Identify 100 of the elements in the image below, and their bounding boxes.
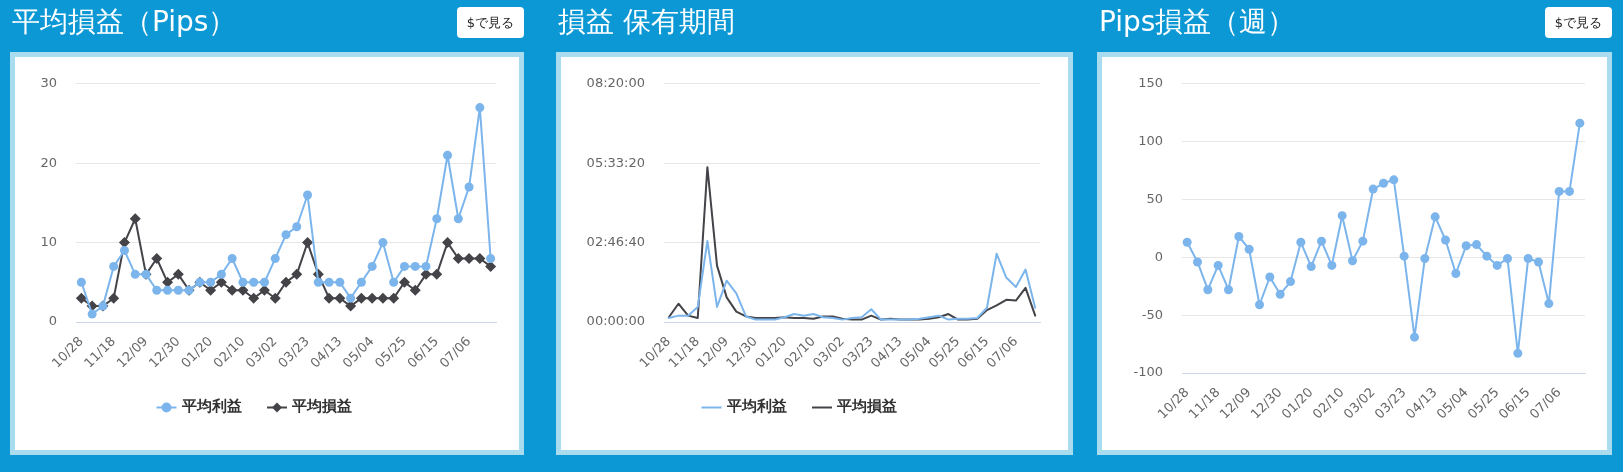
point <box>1461 241 1471 251</box>
point <box>1523 253 1533 263</box>
point <box>313 277 323 287</box>
point <box>1275 289 1285 299</box>
point <box>1317 236 1326 246</box>
point <box>280 276 292 288</box>
point <box>366 292 378 304</box>
point <box>1379 178 1388 188</box>
y-tick-label: 0 <box>48 313 57 329</box>
point <box>269 292 281 304</box>
point <box>1193 257 1202 267</box>
point <box>335 277 345 287</box>
point <box>109 261 119 271</box>
point <box>1348 256 1357 266</box>
point <box>443 150 453 160</box>
point <box>129 213 141 225</box>
point <box>1358 236 1368 246</box>
point <box>152 285 162 295</box>
point <box>130 269 140 279</box>
point <box>1544 299 1554 309</box>
point <box>238 277 248 287</box>
point <box>303 190 313 200</box>
point <box>1503 253 1512 263</box>
point <box>356 277 366 287</box>
legend-label: 平均利益 <box>725 397 787 416</box>
point <box>452 252 464 264</box>
point <box>410 261 420 271</box>
point <box>291 268 303 280</box>
point <box>388 292 400 304</box>
point <box>409 284 421 296</box>
point <box>1255 300 1264 310</box>
y-tick-label: 0 <box>1154 248 1163 264</box>
point <box>151 252 163 264</box>
y-tick-label: 05:33:20 <box>586 154 645 170</box>
point <box>281 230 291 240</box>
point <box>1441 235 1450 245</box>
point <box>378 238 388 248</box>
point <box>1265 272 1275 282</box>
point <box>1492 260 1502 270</box>
point <box>1368 184 1378 194</box>
point <box>474 252 486 264</box>
point <box>1554 186 1564 196</box>
point <box>1337 211 1347 221</box>
point <box>1565 186 1574 196</box>
point <box>1451 269 1461 279</box>
y-tick-label: -50 <box>1141 306 1163 322</box>
point <box>1534 257 1543 267</box>
point <box>475 103 485 113</box>
point <box>1286 277 1295 287</box>
point <box>270 253 280 263</box>
legend-label: 平均利益 <box>180 397 242 416</box>
y-tick-label: 02:46:40 <box>586 233 645 249</box>
point <box>292 222 302 232</box>
legend-label: 平均損益 <box>291 397 352 416</box>
point <box>75 292 87 304</box>
point <box>172 268 184 280</box>
point <box>1482 251 1492 261</box>
point <box>87 309 97 319</box>
point <box>324 277 334 287</box>
currency-toggle-button: $で見る <box>456 7 524 38</box>
point <box>464 182 474 192</box>
point <box>119 246 129 256</box>
point <box>346 293 356 303</box>
point <box>1182 237 1192 247</box>
point <box>163 285 173 295</box>
point <box>248 292 260 304</box>
point <box>432 214 442 224</box>
point <box>1244 244 1254 254</box>
point <box>227 253 237 263</box>
point <box>399 261 409 271</box>
point <box>206 277 216 287</box>
point <box>259 277 269 287</box>
point <box>1410 332 1419 342</box>
y-tick-label: 50 <box>1146 190 1163 206</box>
y-tick-label: 100 <box>1138 133 1163 149</box>
chart-title: Pips損益（週） <box>1099 5 1296 39</box>
point <box>216 269 226 279</box>
y-tick-label: 08:20:00 <box>586 75 645 91</box>
point <box>431 268 443 280</box>
point <box>1327 260 1337 270</box>
point <box>1430 212 1440 222</box>
y-tick-label: 20 <box>40 154 57 170</box>
point <box>1203 285 1213 295</box>
point <box>1575 118 1585 128</box>
point <box>398 276 410 288</box>
point <box>249 277 259 287</box>
point <box>1296 237 1306 247</box>
point <box>173 285 183 295</box>
legend-label: 平均損益 <box>836 397 897 416</box>
point <box>76 277 86 287</box>
chart-title: 平均損益（Pips） <box>12 5 237 39</box>
y-tick-label: 00:00:00 <box>586 313 645 329</box>
point <box>302 237 314 249</box>
point <box>367 261 377 271</box>
point <box>334 292 346 304</box>
point <box>389 277 399 287</box>
point <box>323 292 335 304</box>
point <box>1472 240 1481 250</box>
point <box>355 292 367 304</box>
y-tick-label: -100 <box>1133 364 1163 380</box>
